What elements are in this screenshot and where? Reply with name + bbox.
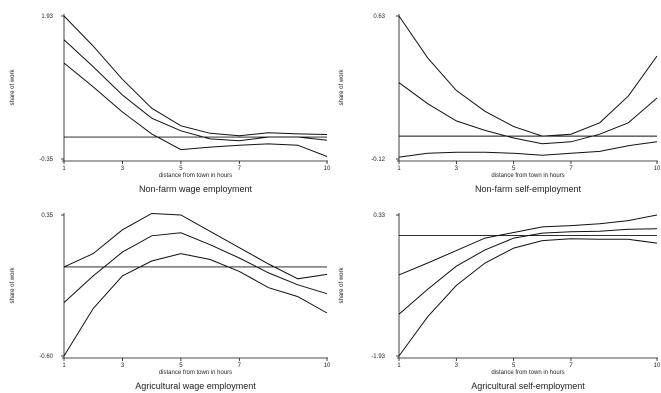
series-line-2 xyxy=(398,228,658,315)
x-tick-label: 10 xyxy=(324,166,331,172)
series-line-1 xyxy=(63,15,328,137)
x-tick-label: 7 xyxy=(569,166,573,172)
x-tick-label: 5 xyxy=(179,166,183,172)
x-tick-label: 5 xyxy=(512,166,516,172)
series-line-3 xyxy=(398,141,658,158)
x-tick-label: 10 xyxy=(654,166,661,172)
y-axis-label: share of work xyxy=(10,68,16,105)
panel-3: 0.35 -0.60 1 3 5 7 10 distance from town in hou… xyxy=(10,212,331,391)
x-tick-label: 7 xyxy=(238,363,242,369)
panel-title: Non-farm wage employment xyxy=(139,184,253,194)
x-tick-label: 1 xyxy=(62,166,66,172)
y-axis-label: share of work xyxy=(339,68,345,105)
x-axis-label: distance from town in hours xyxy=(491,173,564,179)
panel-title: Agricultural self-employment xyxy=(471,381,585,391)
x-tick-label: 7 xyxy=(238,166,242,172)
y-tick-label: -0.12 xyxy=(371,157,385,163)
panel-title: Agricultural wage employment xyxy=(135,381,256,391)
y-tick-label: -0.60 xyxy=(39,354,53,360)
y-tick-label: -0.35 xyxy=(39,157,53,163)
x-tick-label: 10 xyxy=(654,363,661,369)
x-tick-label: 3 xyxy=(455,363,459,369)
series-line-1 xyxy=(63,212,328,280)
panel-1: 1.93 -0.35 1 3 5 7 10 distance from town in hou… xyxy=(10,14,331,194)
series-line-2 xyxy=(398,82,658,145)
series-line-3 xyxy=(63,253,328,357)
y-tick-label: -1.93 xyxy=(371,354,385,360)
panel-2: 0.63 -0.12 1 3 5 7 10 distance from town in hou… xyxy=(339,14,661,194)
y-tick-label: 0.35 xyxy=(41,213,53,219)
panel-4: 0.33 -1.93 1 3 5 7 10 distance from town in hou… xyxy=(339,213,661,391)
x-tick-label: 5 xyxy=(512,363,516,369)
series-line-3 xyxy=(398,238,658,357)
x-tick-label: 1 xyxy=(397,363,401,369)
x-tick-label: 10 xyxy=(324,363,331,369)
series-line-3 xyxy=(63,62,328,157)
y-tick-label: 1.93 xyxy=(41,14,53,20)
x-tick-label: 7 xyxy=(569,363,573,369)
x-tick-label: 1 xyxy=(397,166,401,172)
y-axis-label: share of work xyxy=(10,266,16,303)
series-line-1 xyxy=(398,214,658,276)
panel-title: Non-farm self-employment xyxy=(475,184,582,194)
series-line-1 xyxy=(398,15,658,137)
series-line-2 xyxy=(63,232,328,303)
x-tick-label: 3 xyxy=(455,166,459,172)
y-axis-label: share of work xyxy=(339,266,345,303)
x-tick-label: 3 xyxy=(121,166,125,172)
x-tick-label: 1 xyxy=(62,363,66,369)
x-axis-label: distance from town in hours xyxy=(159,173,232,179)
y-tick-label: 0.33 xyxy=(373,213,385,219)
x-axis-label: distance from town in hours xyxy=(491,370,564,376)
x-axis-label: distance from town in hours xyxy=(159,370,232,376)
y-tick-label: 0.63 xyxy=(373,14,385,20)
x-tick-label: 3 xyxy=(121,363,125,369)
series-line-2 xyxy=(63,39,328,142)
x-tick-label: 5 xyxy=(179,363,183,369)
